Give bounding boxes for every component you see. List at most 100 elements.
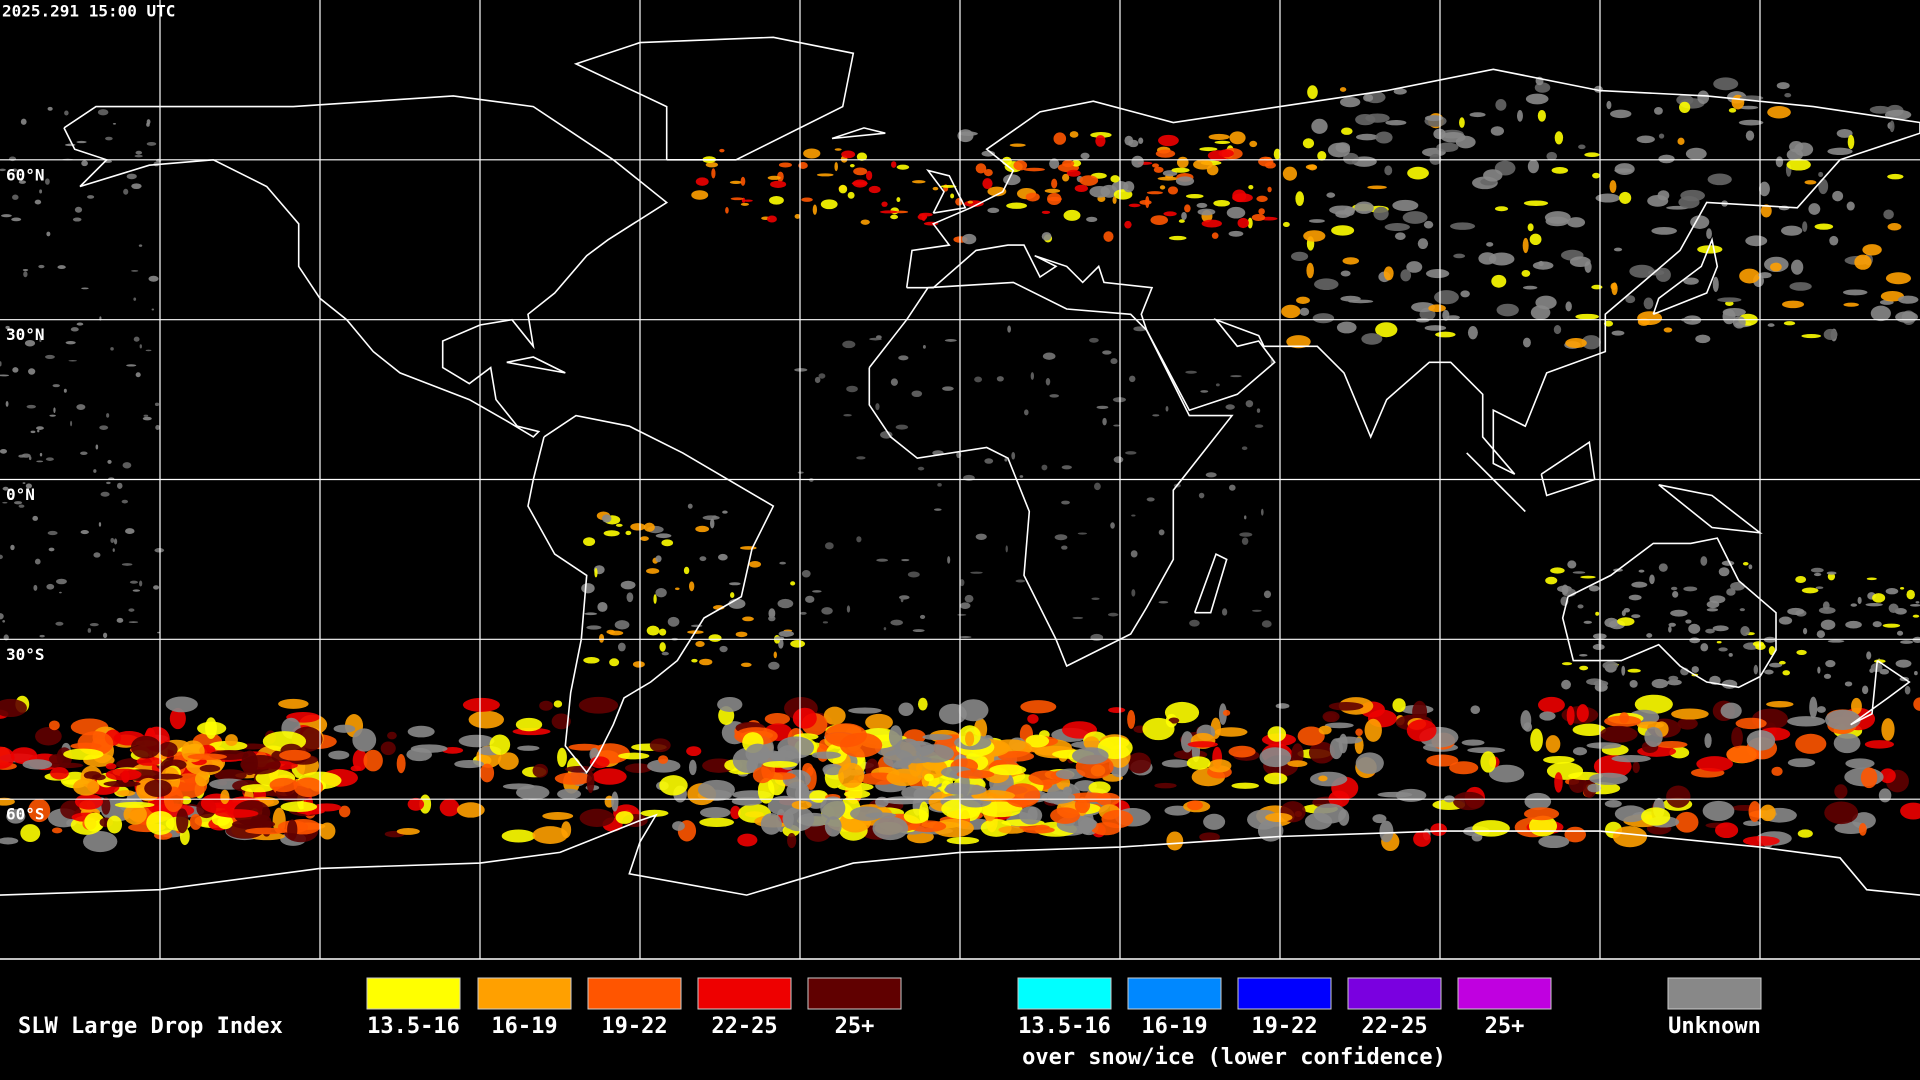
cloud-patch: [1629, 264, 1655, 278]
cloud-patch: [1062, 159, 1075, 168]
cloud-patch: [1154, 782, 1177, 789]
cloud-patch: [28, 456, 32, 461]
cloud-patch: [1079, 175, 1099, 186]
cloud-patch: [0, 374, 10, 377]
cloud-patch: [0, 698, 27, 718]
cloud-patch: [825, 542, 834, 550]
cloud-patch: [1061, 500, 1070, 505]
cloud-patch: [83, 771, 102, 780]
cloud-patch: [1878, 788, 1892, 803]
cloud-patch: [542, 812, 574, 820]
cloud-patch: [1107, 612, 1119, 617]
cloud-patch: [1726, 588, 1736, 596]
legend-label: 22-25: [1361, 1014, 1427, 1039]
cloud-patch: [1833, 733, 1861, 754]
cloud-patch: [1339, 96, 1361, 108]
cloud-patch: [1636, 721, 1665, 729]
cloud-patch: [1459, 117, 1465, 128]
cloud-patch: [1237, 217, 1249, 229]
cloud-patch: [907, 571, 920, 578]
cloud-patch: [1015, 579, 1026, 583]
cloud-patch: [1587, 783, 1602, 793]
cloud-patch: [1138, 137, 1144, 144]
cloud-patch: [18, 504, 25, 508]
cloud-patch: [116, 790, 136, 797]
cloud-patch: [1679, 101, 1691, 113]
legend-swatch: [1347, 977, 1442, 1010]
cloud-patch: [1101, 810, 1134, 829]
cloud-patch: [146, 141, 157, 146]
cloud-patch: [128, 608, 135, 612]
cloud-patch: [1193, 159, 1213, 170]
cloud-patch: [1007, 325, 1012, 333]
cloud-patch: [1879, 668, 1890, 675]
cloud-patch: [1704, 733, 1712, 749]
cloud-patch: [1197, 208, 1216, 216]
cloud-patch: [1025, 192, 1040, 202]
cloud-patch: [1328, 702, 1364, 711]
cloud-patch: [1789, 282, 1812, 291]
cloud-patch: [81, 287, 89, 290]
cloud-patch: [834, 148, 842, 151]
cloud-patch: [632, 661, 645, 668]
cloud-patch: [1644, 726, 1663, 747]
cloud-patch: [139, 580, 143, 587]
cloud-patch: [1094, 482, 1101, 491]
cloud-patch: [1836, 128, 1853, 138]
cloud-patch: [695, 641, 705, 648]
cloud-patch: [1157, 176, 1179, 181]
cloud-patch: [770, 180, 787, 188]
cloud-patch: [1810, 567, 1824, 573]
cloud-patch: [1211, 232, 1219, 239]
cloud-patch: [1309, 771, 1348, 787]
cloud-patch: [1895, 311, 1918, 323]
cloud-patch: [1287, 760, 1308, 768]
cloud-patch: [883, 796, 924, 805]
cloud-patch: [1218, 703, 1227, 725]
legend-label: 13.5-16: [1018, 1014, 1111, 1039]
cloud-patch: [1818, 606, 1836, 614]
cloud-patch: [1306, 262, 1314, 279]
cloud-patch: [1198, 492, 1205, 499]
cloud-patch: [1537, 109, 1546, 122]
cloud-patch: [737, 833, 758, 847]
cloud-patch: [1592, 172, 1601, 179]
cloud-patch: [225, 734, 238, 746]
cloud-patch: [898, 702, 914, 717]
cloud-patch: [456, 802, 485, 818]
cloud-patch: [1885, 588, 1899, 595]
cloud-patch: [363, 749, 383, 772]
cloud-patch: [1153, 166, 1164, 173]
cloud-patch: [2, 619, 6, 623]
cloud-patch: [917, 697, 928, 711]
cloud-patch: [1569, 256, 1591, 268]
cloud-patch: [1619, 712, 1630, 724]
cloud-patch: [740, 202, 749, 206]
cloud-patch: [1249, 140, 1258, 148]
cloud-patch: [1656, 741, 1688, 749]
cloud-patch: [1818, 178, 1829, 195]
cloud-patch: [1063, 209, 1081, 221]
cloud-patch: [1158, 600, 1169, 604]
cloud-patch: [1783, 321, 1796, 326]
cloud-patch: [1424, 115, 1443, 122]
cloud-patch: [1215, 383, 1220, 387]
cloud-patch: [860, 219, 870, 225]
cloud-patch: [1789, 141, 1804, 153]
cloud-patch: [812, 590, 822, 593]
cloud-patch: [1689, 637, 1701, 644]
cloud-patch: [1201, 219, 1222, 228]
cloud-patch: [32, 515, 39, 521]
cloud-patch: [822, 621, 829, 624]
cloud-patch: [1307, 85, 1318, 100]
cloud-patch: [63, 388, 67, 393]
cloud-patch: [1425, 268, 1450, 279]
cloud-patch: [1770, 262, 1782, 272]
cloud-patch: [1019, 806, 1043, 825]
cloud-patch: [350, 765, 362, 772]
cloud-patch: [1885, 272, 1912, 285]
cloud-patch: [646, 568, 660, 574]
cloud-patch: [1818, 171, 1824, 178]
cloud-patch: [176, 808, 189, 834]
cloud-patch: [1865, 602, 1883, 607]
